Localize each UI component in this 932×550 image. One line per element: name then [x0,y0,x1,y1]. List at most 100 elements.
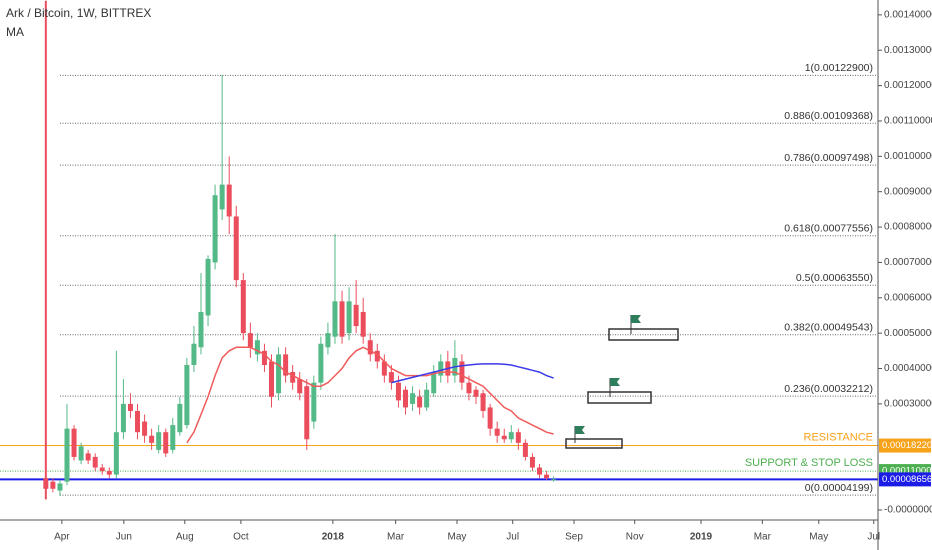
candle-body [403,389,409,408]
candle-body [43,478,49,489]
candle-body [142,421,148,436]
flag [631,315,641,323]
fib-label: 0.5(0.00063550) [796,272,873,284]
fib-label: 0.886(0.00109368) [784,110,873,122]
candle-body [240,280,246,334]
candle-body [374,350,380,362]
candle-body [297,379,303,394]
candle-body [205,258,211,316]
candle-body [304,386,310,440]
x-tick-label: Mar [387,532,405,543]
candle-body [177,403,183,433]
x-tick-label: Nov [626,532,644,543]
support-label: SUPPORT & STOP LOSS [745,457,873,469]
y-tick-label: 0.00090000 [884,186,932,197]
candle-body [388,372,394,383]
candle-body [410,393,416,404]
ma-line [186,346,554,444]
fib-label: 0.786(0.00097498) [784,152,873,164]
y-tick-label: 0.00120000 [884,80,932,91]
x-tick-label: Jun [116,532,132,543]
candle-body [92,456,98,468]
candle-body [318,343,324,383]
fib-label: 0.236(0.00032212) [784,383,873,395]
x-tick-label: 2019 [690,532,713,543]
resistance-label: RESISTANCE [804,431,873,443]
y-tick-label: 0.00030000 [884,399,932,410]
fib-label: 0.382(0.00049543) [784,322,873,334]
candle-body [85,453,91,461]
candle-body [191,343,197,365]
fib-label: 0(0.00004199) [805,482,873,494]
y-tick-label: 0.00050000 [884,328,932,339]
x-tick-label: Oct [233,532,249,543]
candle-body [353,304,359,327]
candle-body [254,340,260,355]
y-tick-label: 0.00100000 [884,151,932,162]
candle-body [120,403,126,433]
candle-body [99,467,105,472]
candle-body [367,340,373,355]
candle-body [487,407,493,429]
candle-body [417,396,423,408]
candle-body [226,184,232,217]
y-tick-label: 0.00140000 [884,9,932,20]
candle-body [247,333,253,348]
candle-body [156,432,162,450]
candle-body [522,442,528,457]
candle-body [480,393,486,411]
box [608,328,679,341]
candle-body [325,333,331,348]
flags [574,315,641,443]
candle-body [473,389,479,397]
candle-body [339,301,345,337]
fib-label: 1(0.00122900) [805,62,873,74]
candle-body [106,471,112,475]
candle-body [212,195,218,263]
candle-body [438,361,444,376]
candle-body [57,483,63,491]
chart-title: Ark / Bitcoin, 1W, BITTREX [6,6,151,20]
x-tick-label: Apr [54,532,70,543]
resistance-price: 0.00018220 [882,440,932,451]
candle-body [311,382,317,422]
last_price-price: 0.00008656 [882,474,932,485]
candle-body [508,432,514,440]
candle-body [515,432,521,443]
candle-body [219,184,225,210]
box [587,391,652,404]
x-tick-label: Aug [176,532,194,543]
candle-body [184,364,190,426]
flag [610,378,620,386]
candle-body [283,354,289,376]
flag [575,426,585,434]
candle-body [127,403,133,411]
box [565,438,623,449]
candle-body [395,382,401,401]
candle-body [50,481,56,489]
candle-body [113,432,119,475]
y-tick-label: 0.00060000 [884,292,932,303]
candle-body [170,425,176,450]
x-tick-label: May [448,532,467,543]
candle-body [78,446,84,461]
candle-body [233,216,239,281]
candle-body [381,361,387,376]
candle-body [346,301,352,334]
resistance-tag [879,438,931,453]
candle-body [494,428,500,436]
candle-body [529,456,535,468]
x-tick-label: Jul [506,532,519,543]
candle-body [360,311,366,337]
candle-body [261,350,267,365]
candle-body [71,428,77,457]
candle-body [135,410,141,433]
last_price-tag [879,472,931,487]
candle-body [501,435,507,440]
candle-body [290,372,296,383]
candle-body [431,372,437,394]
x-tick-label: Sep [565,532,583,543]
